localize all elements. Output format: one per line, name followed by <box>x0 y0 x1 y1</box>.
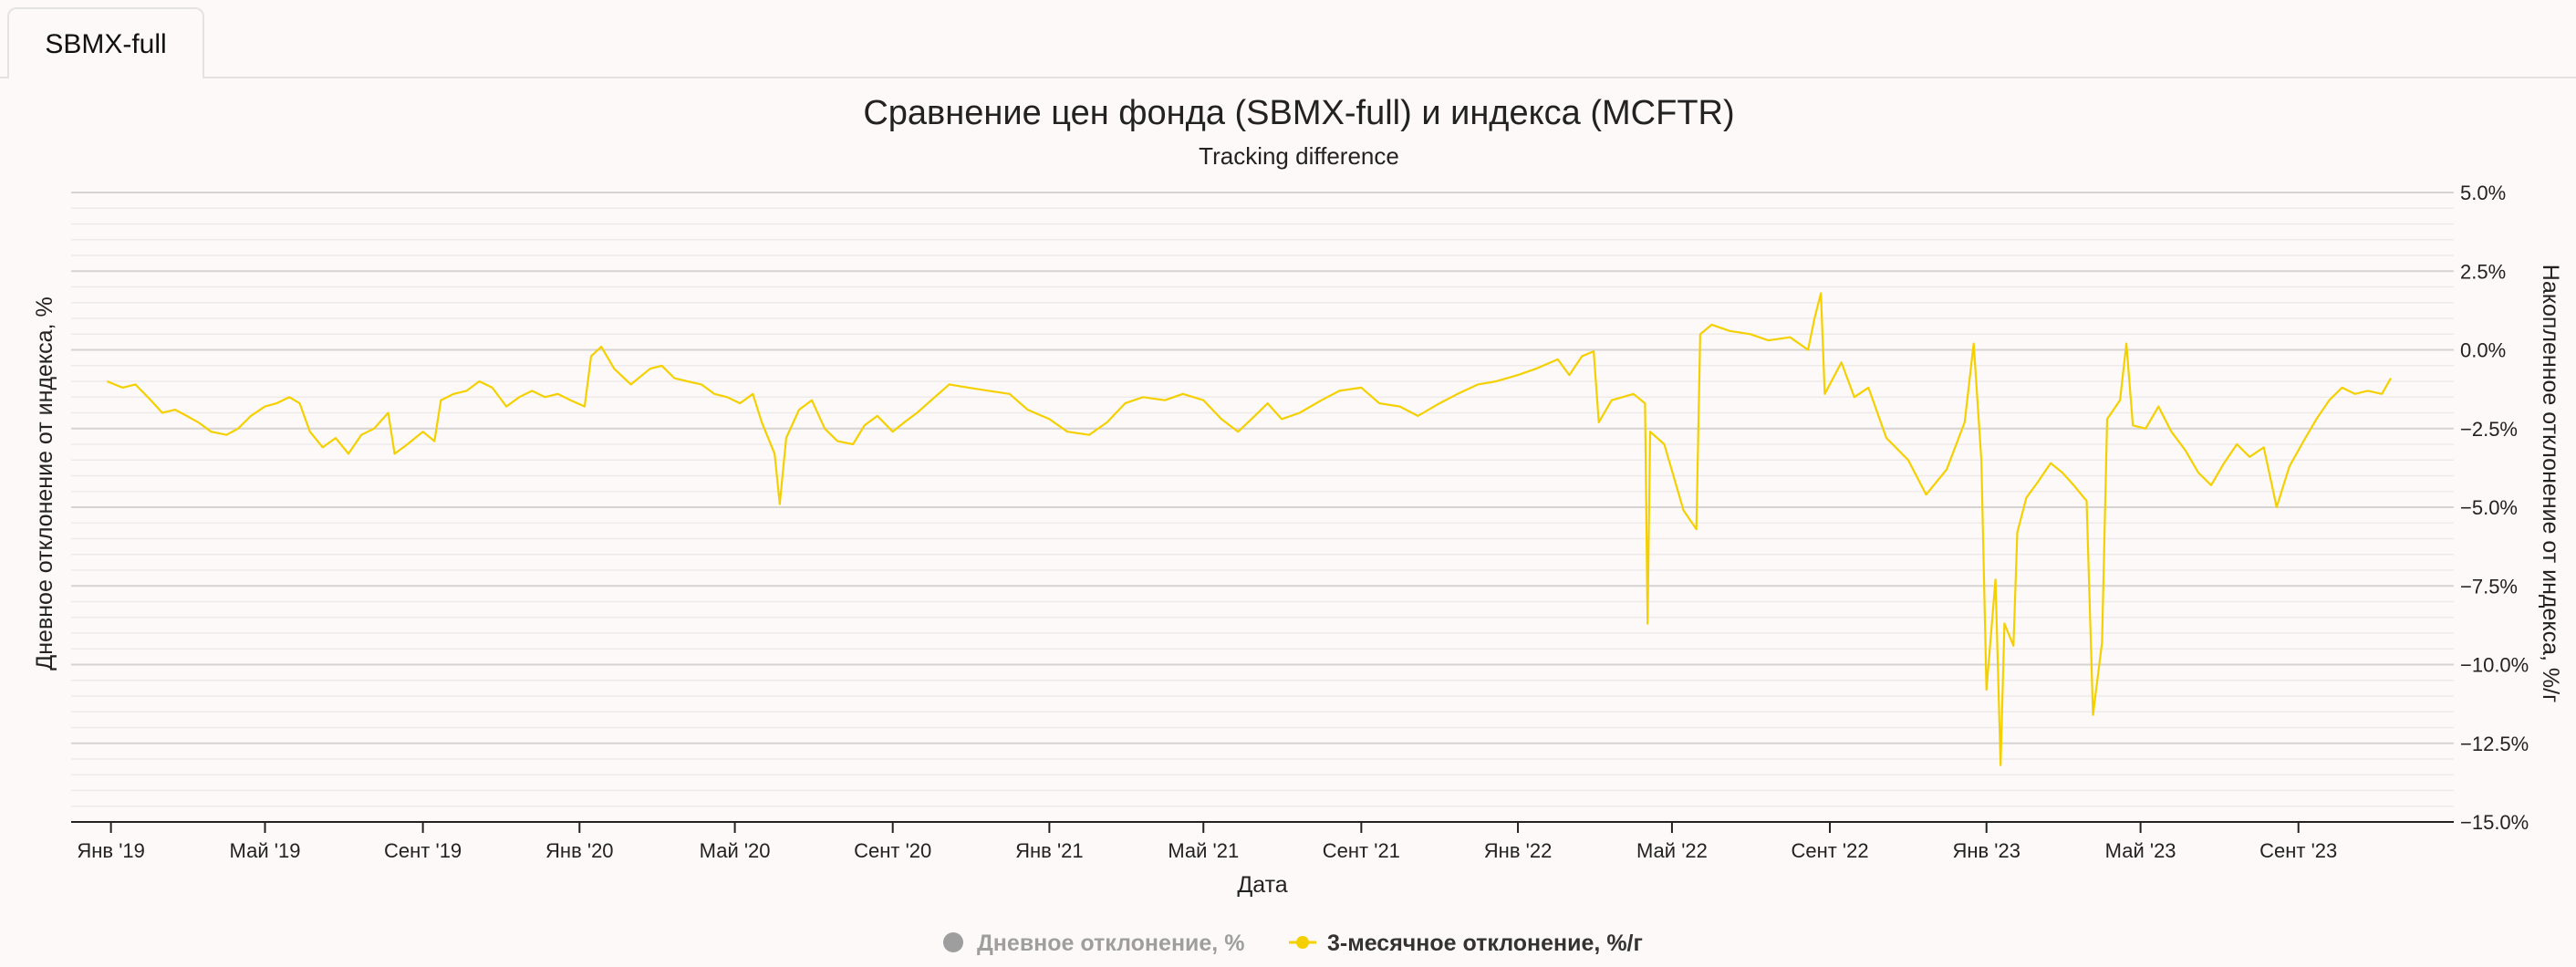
x-tick-label: Май '20 <box>700 839 771 862</box>
series-line-1 <box>106 292 2392 766</box>
legend-label-3month: 3-месячное отклонение, %/г <box>1327 931 1643 956</box>
chart-title: Сравнение цен фонда (SBMX-full) и индекс… <box>863 94 1734 132</box>
minor-gridlines <box>71 207 2454 807</box>
x-tick-label: Сент '21 <box>1323 839 1400 862</box>
y-axis-left-title: Дневное отклонение от индекса, % <box>32 296 57 670</box>
y-tick-label: −7.5% <box>2460 575 2518 598</box>
x-tick-label: Янв '20 <box>545 839 614 862</box>
x-tick-label: Сент '23 <box>2259 839 2337 862</box>
x-axis-title: Дата <box>1237 872 1287 898</box>
y-tick-label: 2.5% <box>2460 260 2506 283</box>
y-axis-right-title: Накопленное отклонение от индекса, %/г <box>2538 265 2563 702</box>
y-tick-label: 5.0% <box>2460 182 2506 204</box>
x-tick-label: Янв '19 <box>77 839 145 862</box>
y-axis-ticks: 5.0% 2.5% 0.0% −2.5% −5.0% −7.5% −10.0% −12.5% −… <box>2460 182 2529 834</box>
legend: Дневное отклонение, % 3-месячное отклоне… <box>943 931 1643 956</box>
legend-label-daily: Дневное отклонение, % <box>977 931 1244 956</box>
series-lines <box>106 292 2392 766</box>
tab-sbmx-full[interactable]: SBMX-full <box>7 7 204 80</box>
x-tick-label: Сент '22 <box>1791 839 1868 862</box>
legend-item-daily[interactable]: Дневное отклонение, % <box>943 931 1244 956</box>
legend-marker-3month <box>1296 936 1309 949</box>
y-tick-label: 0.0% <box>2460 339 2506 362</box>
y-tick-label: −2.5% <box>2460 418 2518 441</box>
legend-marker-daily <box>943 932 963 952</box>
y-tick-label: −15.0% <box>2460 811 2529 834</box>
x-tick-label: Май '23 <box>2105 839 2176 862</box>
x-tick-label: Янв '23 <box>1952 839 2020 862</box>
x-tick-label: Янв '22 <box>1484 839 1553 862</box>
y-tick-label: −10.0% <box>2460 654 2529 677</box>
legend-item-3month[interactable]: 3-месячное отклонение, %/г <box>1289 931 1643 956</box>
chart-subtitle: Tracking difference <box>1199 142 1399 170</box>
x-tick-label: Май '22 <box>1636 839 1708 862</box>
x-tick-label: Май '21 <box>1168 839 1239 862</box>
y-tick-label: −5.0% <box>2460 496 2518 519</box>
x-tick-label: Сент '20 <box>854 839 931 862</box>
x-tick-label: Май '19 <box>230 839 301 862</box>
x-tick-label: Сент '19 <box>384 839 462 862</box>
major-gridlines <box>71 192 2454 744</box>
x-axis-ticks: Янв '19 Май '19 Сент '19 Янв '20 Май '20 Сент… <box>77 822 2337 862</box>
x-tick-label: Янв '21 <box>1015 839 1084 862</box>
tab-bar: SBMX-full <box>0 0 2576 80</box>
y-tick-label: −12.5% <box>2460 733 2529 755</box>
